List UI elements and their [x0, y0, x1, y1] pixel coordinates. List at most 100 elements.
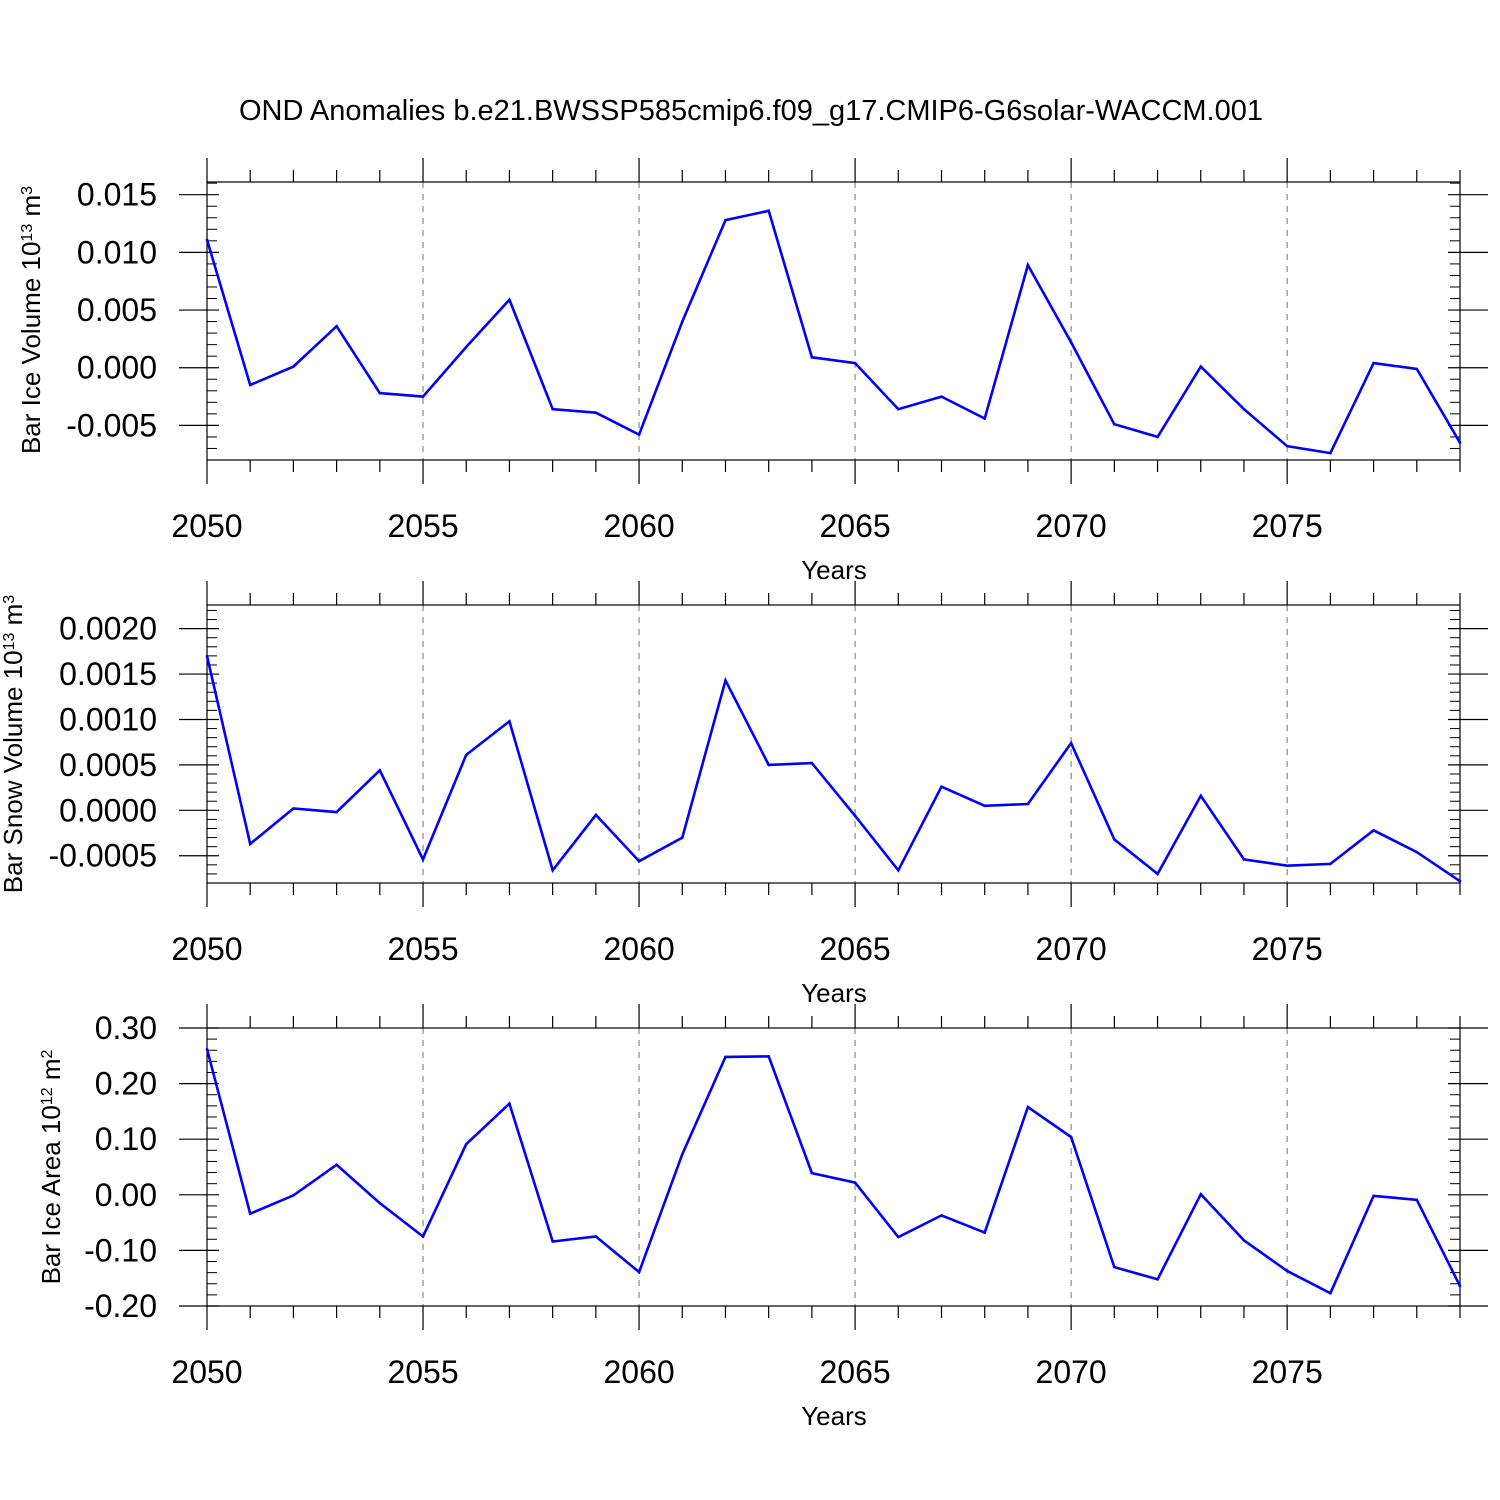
data-point	[1242, 407, 1246, 411]
data-point	[1113, 422, 1116, 426]
data-point	[897, 407, 900, 411]
plot-frame	[206, 181, 1461, 461]
data-point	[292, 807, 295, 810]
data-point	[1069, 1135, 1073, 1139]
data-point	[1372, 1194, 1375, 1198]
data-point	[810, 1171, 814, 1175]
y-tick-label: 0.30	[95, 1010, 157, 1046]
data-point	[1242, 858, 1246, 861]
data-point	[637, 859, 641, 863]
y-tick-label: -0.0005	[48, 838, 157, 874]
y-tick-label: 0.10	[95, 1121, 157, 1157]
data-point	[551, 868, 554, 872]
data-point	[1113, 1265, 1116, 1269]
y-axis-label-exponent: 13	[1, 632, 18, 650]
y-tick-label: 0.010	[77, 234, 157, 270]
data-point	[853, 814, 857, 818]
data-point	[680, 320, 684, 323]
data-point	[983, 417, 987, 420]
data-point	[378, 391, 382, 395]
data-point	[767, 1055, 770, 1058]
y-tick-label: 0.0015	[59, 656, 157, 692]
data-point	[1285, 444, 1289, 448]
data-point	[378, 769, 382, 772]
data-point	[940, 785, 943, 788]
y-axis-label-unit: m	[0, 604, 28, 633]
data-point	[724, 1055, 727, 1059]
data-point	[1372, 361, 1375, 365]
x-tick-label: 2060	[603, 931, 674, 967]
y-tick-label: -0.10	[84, 1232, 157, 1268]
data-point	[1415, 1198, 1419, 1202]
y-axis-label-unit-exponent: 3	[19, 186, 36, 195]
data-point	[810, 356, 814, 359]
x-tick-label: 2065	[820, 508, 891, 544]
x-axis-label: Years	[801, 555, 867, 585]
y-axis-label-unit-exponent: 2	[39, 1049, 56, 1058]
data-point	[853, 1181, 857, 1184]
data-point	[724, 679, 727, 682]
x-tick-label: 2065	[820, 931, 891, 967]
data-point	[292, 365, 295, 368]
data-point	[767, 763, 770, 767]
data-point	[897, 868, 900, 872]
data-point	[1156, 1278, 1159, 1281]
data-point	[1415, 850, 1419, 854]
y-tick-label: 0.0020	[59, 611, 157, 647]
data-point	[1372, 829, 1375, 832]
series-line	[205, 655, 1461, 883]
plot-frame	[206, 1027, 1461, 1307]
data-point	[680, 836, 684, 839]
data-point	[1026, 802, 1030, 806]
data-point	[853, 361, 857, 365]
data-point	[335, 1163, 338, 1167]
x-tick-label: 2075	[1252, 508, 1323, 544]
x-tick-label: 2050	[171, 931, 242, 967]
y-axis-label-prefix: Bar Ice Volume 10	[16, 242, 46, 454]
x-tick-label: 2050	[171, 508, 242, 544]
data-point	[421, 1235, 425, 1238]
data-point	[680, 1152, 684, 1156]
data-point	[1458, 1284, 1462, 1288]
y-tick-label: 0.005	[77, 292, 157, 328]
data-point	[594, 1235, 598, 1238]
data-point	[551, 1240, 554, 1243]
x-tick-label: 2055	[387, 931, 458, 967]
data-point	[1285, 864, 1289, 868]
data-point	[594, 411, 598, 415]
data-point	[1458, 879, 1462, 883]
data-point	[1199, 365, 1203, 368]
x-tick-label: 2070	[1036, 508, 1107, 544]
chart-title: OND Anomalies b.e21.BWSSP585cmip6.f09_g1…	[239, 95, 1263, 127]
data-point	[335, 324, 338, 328]
series-line	[205, 209, 1462, 455]
data-point	[1069, 741, 1073, 745]
data-point	[248, 1212, 252, 1216]
y-axis-label-unit: m	[36, 1058, 66, 1087]
y-tick-label: -0.005	[66, 407, 157, 443]
y-tick-label: 0.015	[77, 177, 157, 213]
data-point	[1242, 1239, 1246, 1242]
x-axis-label: Years	[801, 1401, 867, 1431]
data-point	[897, 1235, 900, 1239]
x-axis-label: Years	[801, 978, 867, 1008]
y-axis-label: Bar Snow Volume 1013 m3	[0, 595, 28, 894]
y-tick-label: 0.0000	[59, 792, 157, 828]
chart-panel-1: 2050 2055 2060 2065 2070 2075 Years -0.005 0.000…	[16, 158, 1488, 585]
data-point	[810, 761, 814, 765]
data-point	[1458, 441, 1462, 444]
series-line	[205, 1048, 1462, 1295]
y-axis-label: Bar Ice Volume 1013 m3	[16, 186, 46, 454]
data-point	[767, 209, 770, 213]
data-point	[724, 218, 727, 222]
data-point	[464, 1142, 468, 1146]
x-tick-label: 2075	[1252, 931, 1323, 967]
plot-frame	[206, 604, 1461, 884]
y-tick-label: 0.20	[95, 1066, 157, 1102]
data-point	[248, 383, 252, 387]
data-point	[248, 842, 252, 846]
chart-panel-3: 2050 2055 2060 2065 2070 2075 Years -0.20 -0.10 0…	[36, 1004, 1488, 1431]
data-point	[378, 1201, 382, 1205]
data-point	[1199, 1192, 1203, 1196]
data-point	[1026, 1105, 1030, 1109]
